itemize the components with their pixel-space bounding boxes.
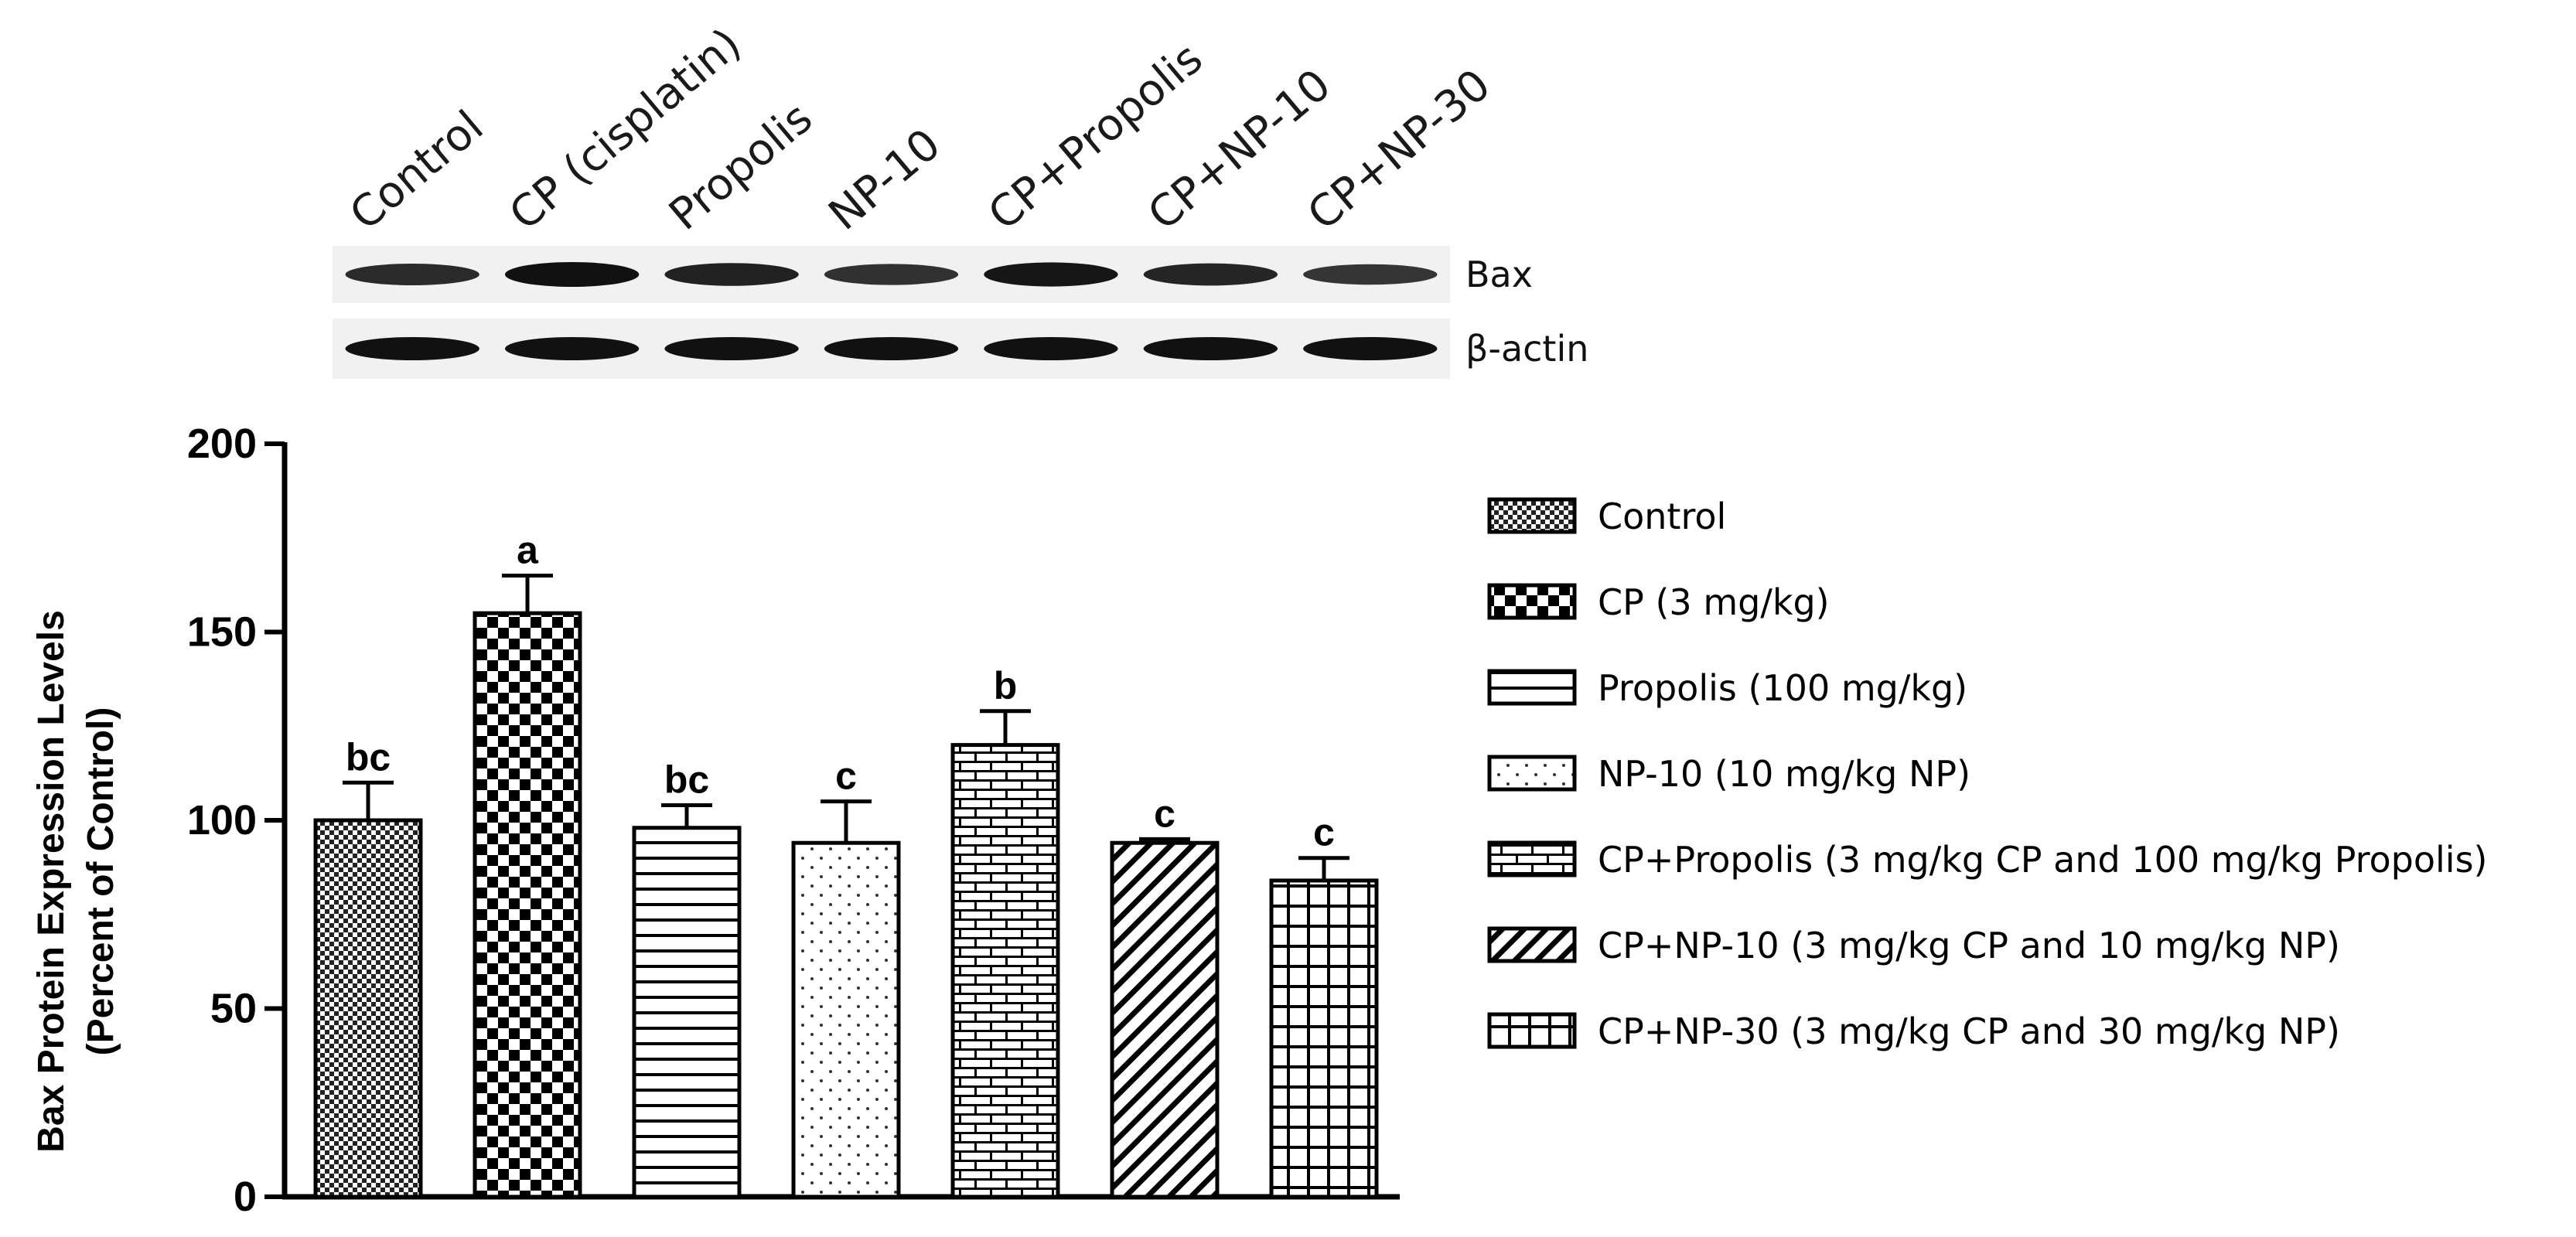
legend-label: CP+Propolis (3 mg/kg CP and 100 mg/kg Pr… [1598,839,2488,881]
blot-band [984,337,1118,360]
legend-swatch [1487,497,1577,534]
blot-band [345,264,479,285]
y-axis-title-line1: Bax Protein Expression Levels [31,610,72,1153]
legend-swatch [1487,840,1577,877]
lane-label: NP-10 [820,119,950,240]
blot-band [504,262,640,287]
y-tick-label: 150 [187,609,257,656]
blot-band [664,263,799,286]
blot-band [1143,263,1278,286]
significance-label: b [994,664,1018,707]
significance-label: c [1154,792,1175,835]
y-tick-label: 200 [187,421,257,467]
legend-swatch [1487,755,1577,792]
blot-band [504,337,640,360]
legend-label: NP-10 (10 mg/kg NP) [1598,753,1970,795]
legend-label: CP+NP-10 (3 mg/kg CP and 10 mg/kg NP) [1598,925,2340,966]
legend: Control CP (3 mg/kg) Propolis (100 mg/kg) N… [1487,496,2488,1052]
blot-band [824,337,959,360]
legend-swatch [1487,926,1577,963]
blot-band [1303,337,1438,360]
blot-row-label: Bax [1465,254,1533,295]
blot-band [664,337,799,360]
blot-row-label: β-actin [1465,328,1588,370]
blot-band [1303,264,1438,285]
bar [791,840,901,1199]
y-tick-label: 0 [234,1174,257,1220]
significance-label: c [1313,811,1335,854]
blot-band [824,264,959,285]
significance-label: a [517,528,539,571]
bar [1269,878,1379,1199]
significance-label: c [835,755,857,798]
legend-swatch [1487,1012,1577,1049]
bar [950,743,1060,1199]
lane-label: Propolis [660,93,822,240]
legend-swatch [1487,669,1577,706]
legend-swatch [1487,583,1577,620]
y-axis-title-line2: (Percent of Control) [80,707,121,1056]
significance-label: bc [346,735,391,779]
blot-band [984,262,1118,287]
bar [1110,840,1220,1199]
bar [473,611,582,1199]
y-tick-label: 100 [187,797,257,843]
legend-label: CP (3 mg/kg) [1598,581,1830,623]
significance-label: bc [664,758,709,802]
legend-label: CP+NP-30 (3 mg/kg CP and 30 mg/kg NP) [1598,1010,2340,1052]
bar [632,826,742,1199]
y-tick-label: 50 [210,986,257,1032]
legend-label: Control [1598,496,1726,537]
legend-label: Propolis (100 mg/kg) [1598,667,1967,709]
lane-label: Control [340,101,493,240]
blot-band [1143,337,1278,360]
bar [313,818,423,1199]
blot-band [345,337,479,360]
